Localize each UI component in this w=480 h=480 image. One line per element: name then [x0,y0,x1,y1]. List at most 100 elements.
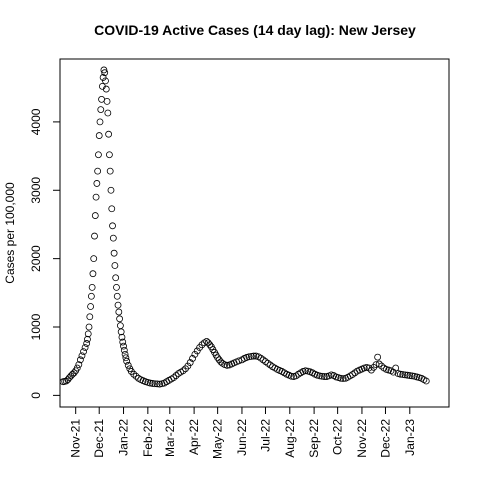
data-point [151,380,159,388]
data-point [111,262,119,269]
data-point [339,375,347,383]
data-point [109,222,116,230]
data-point [114,301,122,309]
data-point [91,212,99,219]
data-point [320,373,328,380]
data-point [389,368,397,376]
data-point [223,361,231,369]
data-point [259,356,267,364]
data-point [92,193,100,201]
data-point [123,357,131,365]
x-tick-label: Feb-22 [141,419,155,457]
plot-frame [59,58,450,408]
data-point [84,335,91,343]
data-point [113,283,120,291]
data-point [117,328,125,336]
x-tick-label: Jan-22 [117,419,131,456]
data-point [102,77,109,85]
data-point [102,85,110,93]
data-point [374,353,382,361]
data-point [76,356,84,364]
data-point [262,358,269,365]
data-point [316,372,323,380]
data-point [101,69,109,77]
data-point [146,379,154,387]
x-tick-label: Sep-22 [307,419,321,458]
data-point [120,342,127,350]
x-tick-label: Nov-22 [355,419,369,458]
data-point [193,347,201,355]
data-point [396,370,404,378]
y-axis: 0 1000 2000 3000 4000 [29,108,61,399]
data-point [110,249,118,257]
data-point [318,372,326,380]
data-point [302,367,309,375]
data-point [115,308,123,316]
data-point [95,132,103,139]
data-point [107,186,115,194]
y-tick-label: 0 [29,392,43,399]
x-axis: Nov-21 Dec-21 Jan-22 Feb-22 Mar-22 Apr-22 May-… [69,406,417,459]
data-point [132,372,140,380]
data-point [408,372,416,380]
data-point [365,364,373,372]
data-point [399,371,407,378]
data-point [89,270,97,278]
data-point [80,348,87,356]
data-point [121,350,129,358]
data-point [108,205,116,213]
data-point [378,362,385,370]
data-point [70,369,78,377]
x-tick-label: Mar-22 [163,419,177,457]
data-point [179,367,187,375]
data-point [93,180,101,187]
data-point [257,354,265,362]
x-tick-label: Aug-22 [283,419,297,458]
data-point [99,74,107,81]
data-point [337,374,345,382]
data-point [406,372,414,379]
data-point [73,364,81,372]
data-point [130,370,138,378]
data-point [292,372,300,380]
data-point [85,323,93,331]
data-point [204,339,212,347]
data-point [189,355,196,362]
data-point [184,362,192,370]
data-point [153,380,161,388]
x-tick-label: Nov-21 [69,419,83,458]
data-point [81,344,89,351]
y-tick-label: 2000 [29,245,43,272]
data-point [104,109,112,117]
data-point [149,380,156,387]
data-point [120,346,128,354]
data-point [250,352,258,360]
data-point [119,338,127,346]
data-points [59,66,430,388]
data-point [87,303,94,310]
data-point [247,353,255,360]
data-point [105,130,113,138]
y-tick-label: 4000 [29,108,43,135]
data-point [96,118,104,126]
data-point [401,371,409,379]
data-point [90,255,98,263]
x-tick-label: Dec-21 [92,419,106,458]
data-point [198,341,206,349]
chart-title: COVID-19 Active Cases (14 day lag): New … [94,22,416,38]
data-point [91,232,98,240]
x-tick-label: Jan-23 [403,419,417,456]
data-point [66,374,73,382]
data-point [118,333,126,341]
data-point [215,356,223,364]
data-point [83,340,91,347]
data-point [88,283,96,291]
data-point [235,357,243,365]
data-point [69,370,76,378]
data-point [172,372,180,379]
data-point [84,330,92,338]
data-point [103,97,111,105]
data-point [116,315,124,323]
data-point [106,167,114,175]
